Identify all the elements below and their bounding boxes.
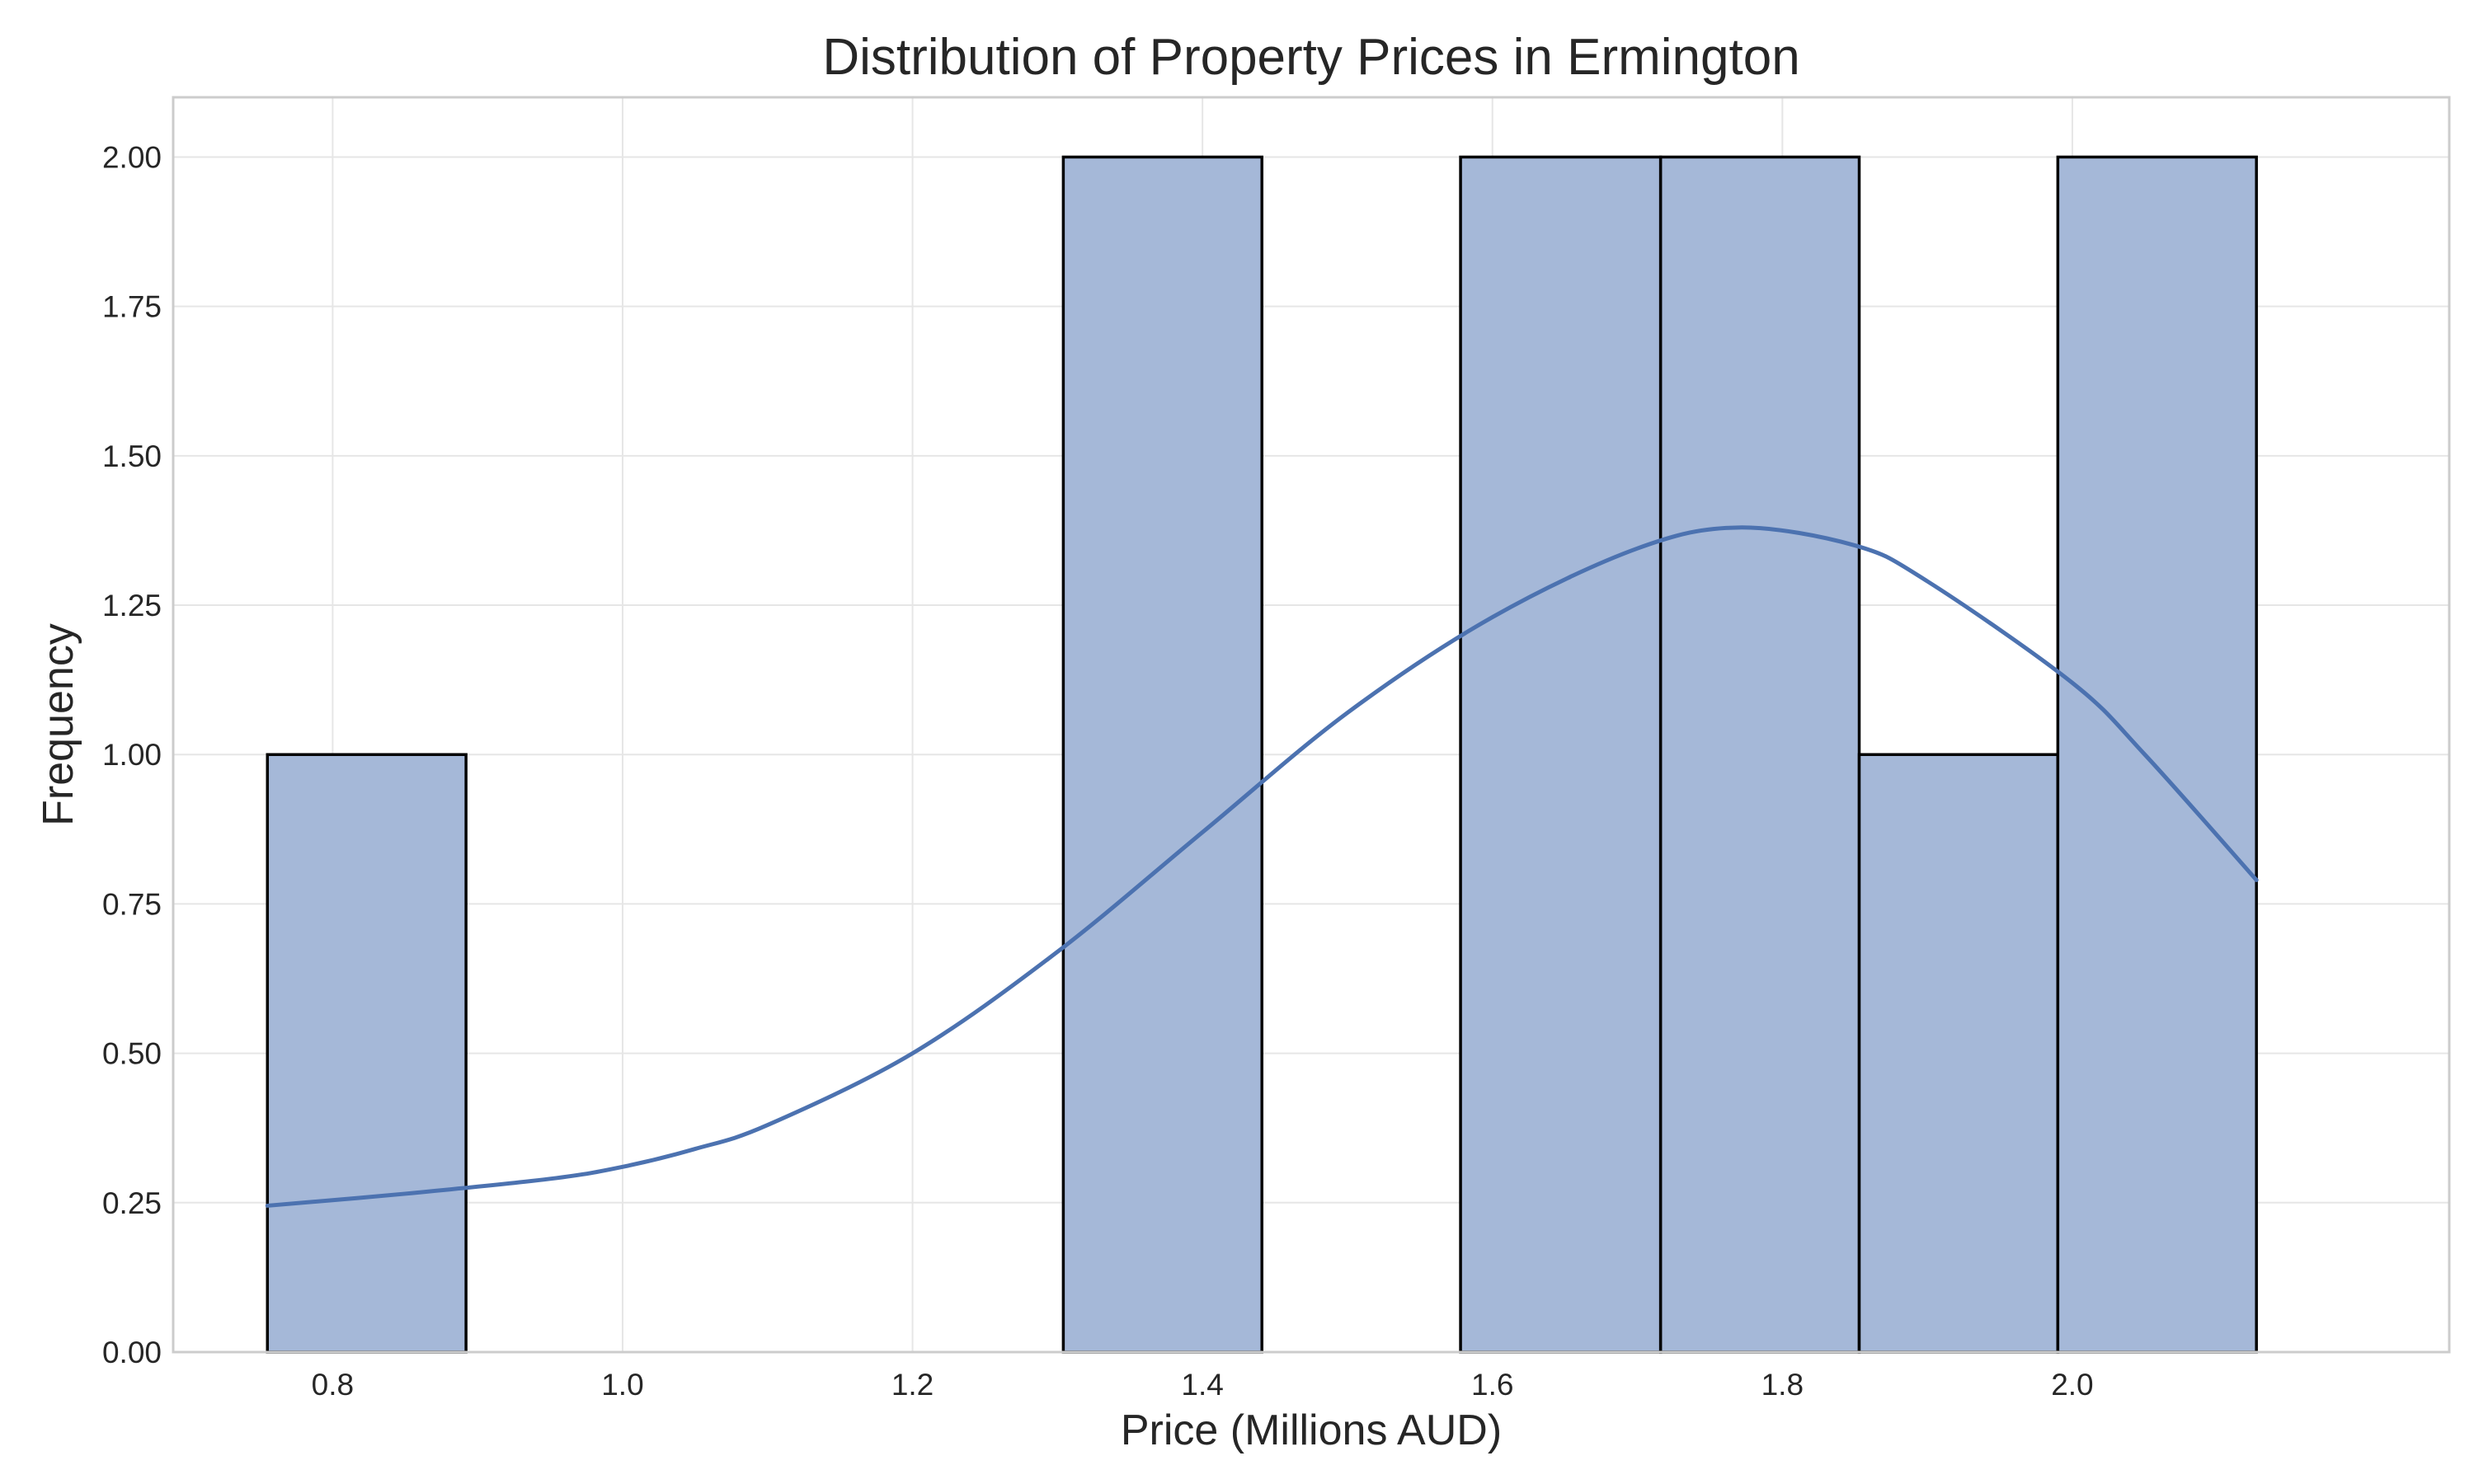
y-tick-labels: 0.00 0.25 0.50 0.75 1.00 1.25 1.50 1.75 2.00 <box>102 140 162 1369</box>
x-axis-label: Price (Millions AUD) <box>1121 1407 1502 1454</box>
plot-frame <box>172 96 2451 1354</box>
bars-layer <box>266 155 2258 1354</box>
histogram-bar <box>1658 155 1861 1354</box>
histogram-bar <box>266 753 468 1354</box>
y-tick-label: 1.75 <box>102 290 162 324</box>
y-tick-label: 1.00 <box>102 738 162 772</box>
y-tick-label: 0.75 <box>102 887 162 921</box>
histogram-bar <box>1459 155 1663 1354</box>
y-tick-label: 0.25 <box>102 1186 162 1220</box>
histogram-bar <box>1857 753 2060 1354</box>
kde-layer <box>265 525 2259 1208</box>
y-tick-label: 1.25 <box>102 589 162 622</box>
y-axis-label: Frequency <box>35 623 82 826</box>
y-tick-label: 1.50 <box>102 439 162 473</box>
x-tick-label: 1.8 <box>1761 1368 1804 1402</box>
histogram-bar <box>1061 155 1263 1354</box>
x-tick-label: 1.4 <box>1181 1368 1223 1402</box>
x-tick-label: 1.2 <box>891 1368 934 1402</box>
histogram-bar <box>2056 155 2258 1354</box>
y-tick-label: 0.50 <box>102 1037 162 1071</box>
x-tick-labels: 0.8 1.0 1.2 1.4 1.6 1.8 2.0 <box>312 1368 2094 1402</box>
x-tick-label: 1.0 <box>601 1368 643 1402</box>
x-tick-label: 1.6 <box>1471 1368 1513 1402</box>
y-tick-label: 2.00 <box>102 140 162 174</box>
x-tick-label: 0.8 <box>312 1368 354 1402</box>
y-tick-label: 0.00 <box>102 1336 162 1369</box>
x-tick-label: 2.0 <box>2051 1368 2093 1402</box>
chart-title: Distribution of Property Prices in Ermin… <box>822 29 1799 86</box>
kde-curve <box>265 525 2259 1208</box>
